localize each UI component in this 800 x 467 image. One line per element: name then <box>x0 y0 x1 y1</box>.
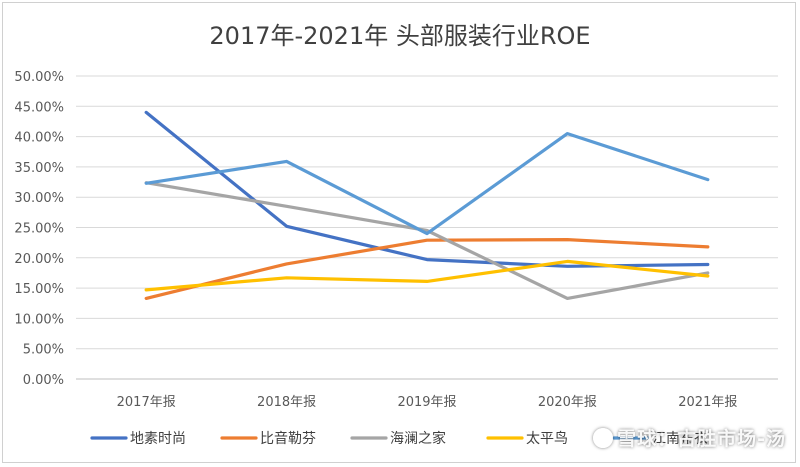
watermark-text: 雪球：古胜市场-汤 <box>617 428 786 450</box>
watermark: 雪球：古胜市场-汤 <box>593 424 786 451</box>
gridlines <box>76 75 778 380</box>
chart-title: 2017年-2021年 头部服装行业ROE <box>209 22 590 50</box>
legend-label: 比音勒芬 <box>260 430 316 447</box>
y-tick-label: 5.00% <box>23 343 64 358</box>
y-tick-label: 20.00% <box>14 252 64 267</box>
y-tick-label: 45.00% <box>14 100 64 115</box>
y-tick-label: 30.00% <box>14 191 64 206</box>
series-line-2 <box>144 238 710 300</box>
legend-label: 太平鸟 <box>526 431 568 447</box>
series-line-4 <box>144 259 710 292</box>
legend: 地素时尚 比音勒芬 海澜之家 太平鸟 江南布衣 <box>90 430 708 447</box>
x-tick-label: 2018年报 <box>257 395 316 410</box>
legend-label: 海澜之家 <box>390 430 446 447</box>
legend-label: 地素时尚 <box>130 431 186 447</box>
y-tick-label: 15.00% <box>14 282 64 297</box>
chart-frame <box>2 2 796 463</box>
y-tick-label: 0.00% <box>23 373 64 388</box>
x-tick-label: 2021年报 <box>678 395 737 410</box>
x-tick-label: 2017年报 <box>117 395 176 410</box>
x-tick-label: 2020年报 <box>538 395 597 410</box>
y-tick-label: 10.00% <box>14 312 64 327</box>
series-line-3 <box>144 181 710 300</box>
y-tick-label: 35.00% <box>14 161 64 176</box>
legend-label: 江南布衣 <box>652 431 708 447</box>
series-line-5 <box>144 132 710 236</box>
y-tick-label: 50.00% <box>14 70 64 85</box>
x-axis-ticks: 2017年报 2018年报 2019年报 2020年报 2021年报 <box>117 395 738 410</box>
series-lines <box>144 110 710 300</box>
y-tick-label: 40.00% <box>14 131 64 146</box>
y-tick-label: 25.00% <box>14 222 64 237</box>
y-axis-ticks: 0.00% 5.00% 10.00% 15.00% 20.00% 25.00% 30.00%… <box>14 70 64 388</box>
snowball-logo-icon <box>593 428 614 448</box>
x-tick-label: 2019年报 <box>397 395 456 410</box>
